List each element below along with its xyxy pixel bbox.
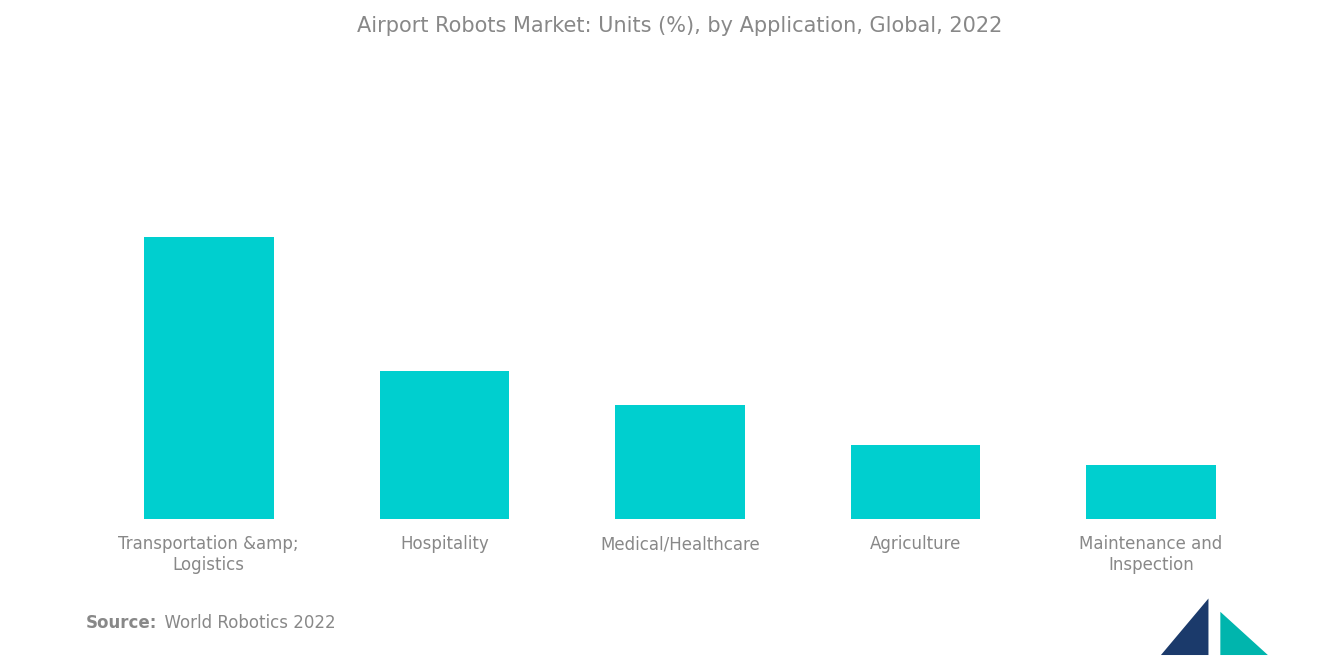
Polygon shape	[1162, 598, 1209, 655]
Bar	[380, 371, 510, 519]
Text: World Robotics 2022: World Robotics 2022	[154, 614, 337, 632]
Bar	[615, 404, 744, 519]
Text: Source:: Source:	[86, 614, 157, 632]
Polygon shape	[1220, 612, 1267, 655]
Bar	[850, 445, 979, 519]
Title: Airport Robots Market: Units (%), by Application, Global, 2022: Airport Robots Market: Units (%), by App…	[358, 17, 1002, 37]
Bar	[1086, 465, 1216, 519]
Bar	[144, 237, 273, 519]
